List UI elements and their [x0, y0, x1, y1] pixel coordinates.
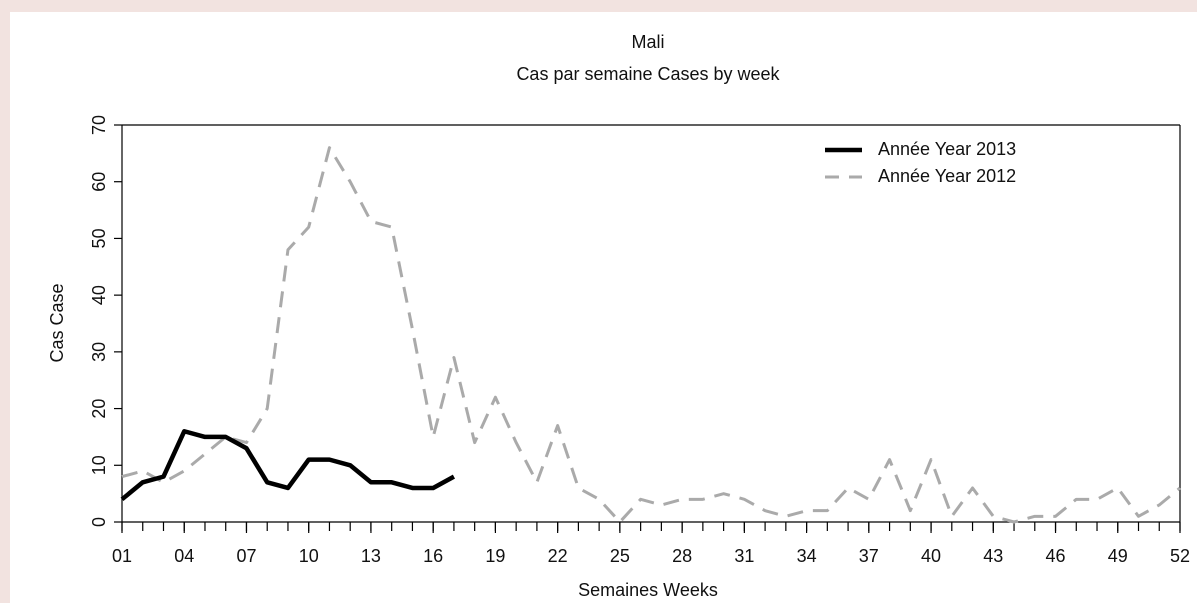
x-tick-label: 49	[1108, 546, 1128, 566]
x-tick-label: 07	[236, 546, 256, 566]
legend-label: Année Year 2012	[878, 166, 1016, 186]
legend-label: Année Year 2013	[878, 139, 1016, 159]
x-tick-label: 43	[983, 546, 1003, 566]
x-tick-label: 34	[797, 546, 817, 566]
x-tick-label: 16	[423, 546, 443, 566]
y-tick-label: 70	[89, 115, 109, 135]
x-tick-label: 10	[299, 546, 319, 566]
x-tick-label: 46	[1046, 546, 1066, 566]
x-tick-label: 31	[734, 546, 754, 566]
x-tick-label: 01	[112, 546, 132, 566]
y-tick-label: 60	[89, 172, 109, 192]
y-tick-label: 30	[89, 342, 109, 362]
x-tick-label: 22	[548, 546, 568, 566]
series-line	[121, 146, 1181, 524]
series-line	[120, 429, 456, 502]
y-tick-label: 20	[89, 399, 109, 419]
chart-subtitle: Cas par semaine Cases by week	[516, 64, 780, 84]
y-tick-label: 0	[89, 517, 109, 527]
x-axis-label: Semaines Weeks	[578, 580, 718, 600]
chart-background	[10, 12, 1197, 603]
x-tick-label: 04	[174, 546, 194, 566]
x-tick-label: 28	[672, 546, 692, 566]
chart-title: Mali	[631, 32, 664, 52]
y-tick-label: 10	[89, 455, 109, 475]
x-tick-label: 40	[921, 546, 941, 566]
x-tick-label: 25	[610, 546, 630, 566]
x-tick-label: 37	[859, 546, 879, 566]
y-axis-label: Cas Case	[47, 283, 67, 362]
y-tick-label: 50	[89, 228, 109, 248]
x-tick-label: 19	[485, 546, 505, 566]
y-tick-label: 40	[89, 285, 109, 305]
x-tick-label: 52	[1170, 546, 1190, 566]
x-tick-label: 13	[361, 546, 381, 566]
